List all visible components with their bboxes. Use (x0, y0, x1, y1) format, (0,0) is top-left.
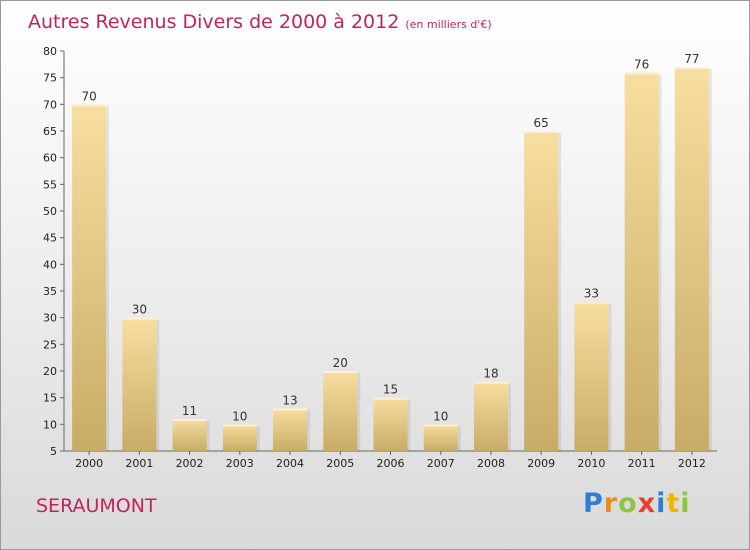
data-label: 76 (634, 57, 649, 71)
x-tick-label: 2000 (75, 457, 103, 470)
x-tick-label: 2011 (628, 457, 656, 470)
data-label: 77 (684, 52, 699, 66)
y-tick-label: 55 (43, 178, 57, 191)
bar-2010 (574, 301, 609, 451)
data-label: 20 (333, 356, 348, 370)
x-tick-label: 2003 (226, 457, 254, 470)
x-tick-label: 2001 (125, 457, 153, 470)
y-tick-label: 70 (43, 98, 57, 111)
y-tick-label: 10 (43, 418, 57, 431)
bar-2008 (473, 381, 508, 451)
bar-highlight (172, 419, 207, 421)
bar-highlight (273, 408, 308, 411)
x-tick-label: 2005 (326, 457, 354, 470)
logo-letter: i (656, 488, 667, 519)
x-tick-label: 2008 (477, 457, 505, 470)
y-tick-label: 50 (43, 205, 57, 218)
y-tick-label: 35 (43, 285, 57, 298)
bar-2001 (122, 317, 157, 451)
commune-name: SERAUMONT (36, 495, 157, 517)
data-label: 33 (584, 287, 599, 301)
y-tick-label: 5 (50, 445, 57, 458)
bar-2002 (172, 419, 207, 451)
bar-2004 (273, 408, 308, 451)
logo-letter: P (583, 488, 604, 519)
bar-2005 (323, 371, 358, 451)
data-label: 13 (282, 393, 297, 407)
bar-2011 (624, 72, 659, 451)
bar-highlight (323, 371, 358, 373)
y-tick-label: 45 (43, 232, 57, 245)
x-tick-label: 2012 (678, 457, 706, 470)
y-tick-label: 40 (43, 258, 57, 271)
data-label: 10 (232, 409, 247, 423)
chart-title: Autres Revenus Divers de 2000 à 2012 (en … (28, 11, 492, 33)
y-tick-label: 65 (43, 125, 57, 138)
x-tick-label: 2009 (527, 457, 555, 470)
logo-letter: o (618, 488, 638, 519)
bar-2000 (72, 104, 107, 451)
bar-2012 (674, 67, 709, 451)
bar-2007 (423, 424, 458, 451)
y-tick-label: 20 (43, 365, 57, 378)
y-tick-label: 15 (43, 392, 57, 405)
logo-letter: i (680, 488, 691, 519)
chart-title-unit: (en milliers d'€) (405, 18, 492, 31)
y-tick-label: 30 (43, 312, 57, 325)
bar-2006 (373, 397, 408, 451)
data-label: 15 (383, 383, 398, 397)
x-tick-label: 2004 (276, 457, 304, 470)
data-label: 10 (433, 409, 448, 423)
proxiti-logo: Proxiti (583, 488, 691, 519)
data-label: 65 (534, 116, 549, 130)
bar-highlight (624, 72, 659, 75)
data-label: 11 (182, 404, 197, 418)
bar-highlight (423, 424, 458, 427)
y-tick-label: 25 (43, 338, 57, 351)
logo-letter: x (637, 488, 657, 519)
y-tick-label: 60 (43, 152, 57, 165)
bar-highlight (72, 104, 107, 107)
x-tick-label: 2007 (427, 457, 455, 470)
y-tick-label: 80 (43, 45, 57, 58)
data-label: 70 (81, 89, 96, 103)
bar-highlight (222, 424, 257, 427)
bar-highlight (574, 301, 609, 304)
x-tick-label: 2002 (176, 457, 204, 470)
bar-highlight (674, 67, 709, 69)
bar-highlight (473, 381, 508, 384)
bar-highlight (524, 131, 559, 133)
logo-letter: t (666, 488, 681, 519)
bar-highlight (373, 397, 408, 400)
data-label: 18 (483, 367, 498, 381)
x-tick-label: 2006 (377, 457, 405, 470)
bar-highlight (122, 317, 157, 320)
y-tick-label: 75 (43, 72, 57, 85)
bar-2009 (524, 131, 559, 451)
logo-letter: r (603, 488, 619, 519)
data-label: 30 (132, 303, 147, 317)
x-tick-label: 2010 (577, 457, 605, 470)
bar-2003 (222, 424, 257, 451)
chart-title-main: Autres Revenus Divers de 2000 à 2012 (28, 11, 400, 33)
